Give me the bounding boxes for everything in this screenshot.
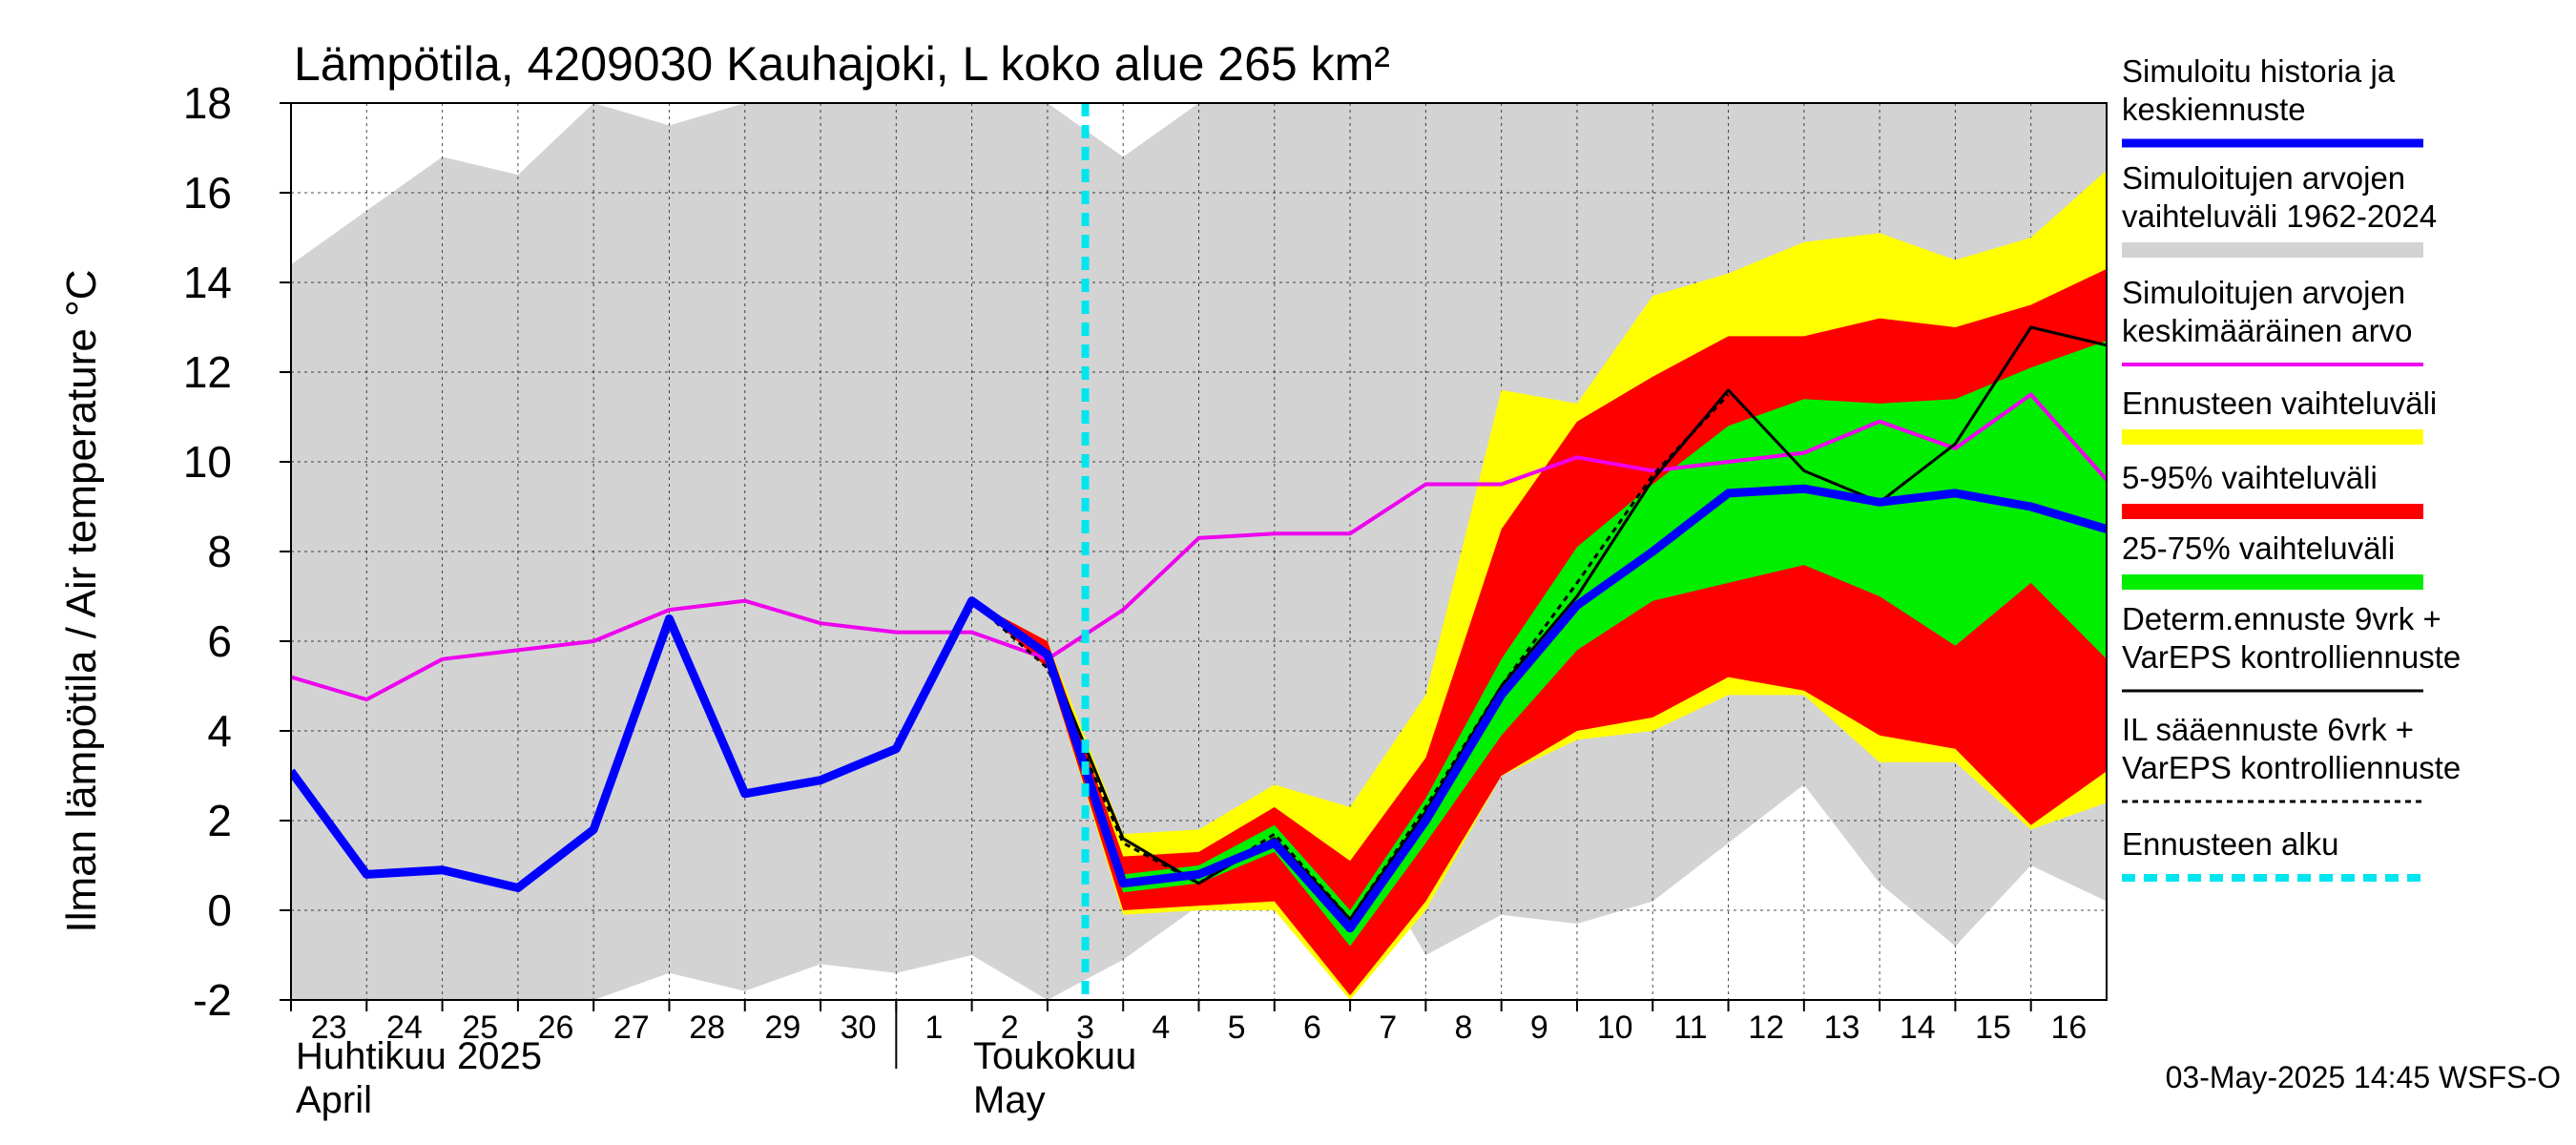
y-tick-label: 6	[207, 616, 232, 666]
y-tick-label: 0	[207, 885, 232, 935]
x-tick-label: 29	[764, 1010, 800, 1046]
month-label-april-fi: Huhtikuu 2025	[296, 1035, 542, 1077]
legend-label-il: IL sääennuste 6vrk +	[2122, 712, 2414, 747]
x-tick-label: 26	[538, 1010, 574, 1046]
plot-content	[291, 103, 2107, 1000]
y-tick-label: 12	[183, 347, 232, 397]
month-label-may-fi: Toukokuu	[973, 1035, 1136, 1077]
legend-label-mean: Simuloitujen arvojen	[2122, 275, 2405, 310]
month-label-may-en: May	[973, 1079, 1046, 1121]
x-tick-label: 27	[613, 1010, 650, 1046]
legend-label-determ: VarEPS kontrolliennuste	[2122, 639, 2461, 675]
simulated-mean-line	[291, 392, 2107, 702]
x-tick-label: 16	[2050, 1010, 2087, 1046]
x-tick-label: 10	[1597, 1010, 1633, 1046]
legend-label-determ: Determ.ennuste 9vrk +	[2122, 601, 2441, 636]
x-tick-label: 15	[1975, 1010, 2011, 1046]
y-tick-label: 10	[183, 437, 232, 487]
legend-label-median: keskiennuste	[2122, 92, 2306, 127]
legend-label-ens: Ennusteen vaihteluväli	[2122, 385, 2437, 421]
month-label-april-en: April	[296, 1079, 372, 1121]
y-tick-label: 4	[207, 706, 232, 756]
x-tick-label: 24	[386, 1010, 423, 1046]
footer-timestamp: 03-May-2025 14:45 WSFS-O	[2166, 1060, 2561, 1094]
y-tick-label: 18	[183, 78, 232, 128]
x-tick-label: 13	[1824, 1010, 1860, 1046]
x-tick-label: 11	[1673, 1010, 1707, 1046]
chart-title: Lämpötila, 4209030 Kauhajoki, L koko alu…	[294, 37, 1390, 91]
x-tick-label: 6	[1303, 1010, 1321, 1046]
legend-label-il: VarEPS kontrolliennuste	[2122, 750, 2461, 785]
x-tick-label: 5	[1228, 1010, 1246, 1046]
y-tick-label: -2	[193, 975, 232, 1025]
x-tick-label: 30	[841, 1010, 877, 1046]
x-tick-label: 9	[1530, 1010, 1548, 1046]
y-tick-label: 2	[207, 796, 232, 845]
legend-label-median: Simuloitu historia ja	[2122, 53, 2396, 89]
y-tick-label: 16	[183, 168, 232, 218]
x-tick-label: 25	[462, 1010, 498, 1046]
x-tick-label: 1	[925, 1010, 944, 1046]
x-tick-label: 8	[1455, 1010, 1473, 1046]
x-tick-label: 7	[1379, 1010, 1397, 1046]
x-tick-label: 3	[1076, 1010, 1094, 1046]
x-tick-label: 28	[689, 1010, 725, 1046]
y-axis-label: Ilman lämpötila / Air temperature °C	[58, 270, 105, 933]
x-tick-label: 14	[1900, 1010, 1936, 1046]
x-tick-label: 12	[1748, 1010, 1784, 1046]
legend-label-mean: keskimääräinen arvo	[2122, 313, 2412, 348]
legend-label-start: Ennusteen alku	[2122, 826, 2339, 862]
deterministic-forecast-line	[894, 325, 2107, 921]
median-forecast-line	[291, 484, 2107, 933]
y-tick-label: 14	[183, 258, 232, 307]
legend-label-hist: vaihteluväli 1962-2024	[2122, 198, 2437, 234]
plot-area	[291, 103, 2107, 1000]
x-tick-label: 2	[1001, 1010, 1019, 1046]
legend-label-p95: 5-95% vaihteluväli	[2122, 460, 2378, 495]
legend-label-p75: 25-75% vaihteluväli	[2122, 531, 2395, 566]
x-tick-label: 23	[311, 1010, 347, 1046]
x-tick-label: 4	[1152, 1010, 1170, 1046]
legend-label-hist: Simuloitujen arvojen	[2122, 160, 2405, 196]
y-tick-label: 8	[207, 527, 232, 576]
